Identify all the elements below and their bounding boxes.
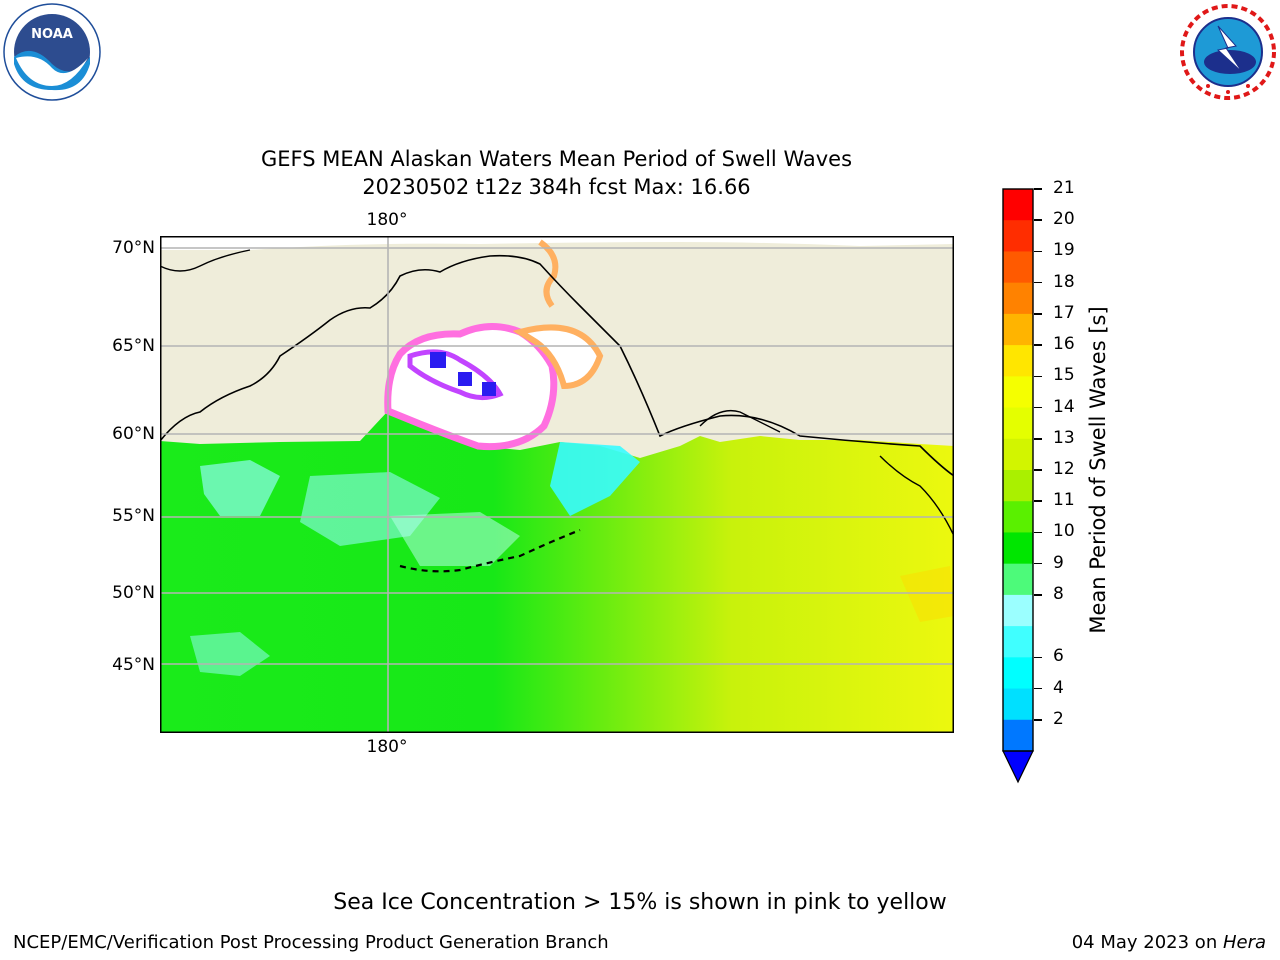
lon-label-bottom: 180° bbox=[366, 737, 408, 757]
colorbar-tick-label: 12 bbox=[1053, 459, 1075, 479]
colorbar-tick-mark bbox=[1034, 500, 1042, 502]
map-panel bbox=[159, 236, 955, 733]
lat-label-55: 55°N bbox=[112, 506, 155, 526]
colorbar-segment bbox=[1003, 251, 1033, 284]
colorbar-segment bbox=[1003, 594, 1033, 627]
footer-left: NCEP/EMC/Verification Post Processing Pr… bbox=[13, 932, 609, 953]
lat-label-70: 70°N bbox=[112, 238, 155, 258]
colorbar-segment bbox=[1003, 220, 1033, 252]
colorbar-tick-mark bbox=[1034, 375, 1042, 378]
colorbar-tick-mark bbox=[1034, 438, 1042, 440]
colorbar-tick-label: 18 bbox=[1053, 271, 1075, 292]
colorbar-under-triangle bbox=[1002, 750, 1034, 784]
svg-text:NOAA: NOAA bbox=[31, 27, 73, 42]
lat-label-45: 45°N bbox=[112, 655, 155, 675]
colorbar-tick-mark bbox=[1034, 562, 1042, 565]
colorbar-tick-mark bbox=[1034, 188, 1042, 190]
colorbar-tick-mark bbox=[1034, 531, 1042, 534]
colorbar-tick-label: 11 bbox=[1053, 490, 1075, 511]
graticule bbox=[160, 236, 954, 733]
colorbar-tick-label: 17 bbox=[1053, 302, 1075, 323]
colorbar-tick-label: 2 bbox=[1053, 708, 1064, 729]
footer-host: Hera bbox=[1222, 932, 1266, 953]
colorbar-label: Mean Period of Swell Waves [s] bbox=[1086, 306, 1110, 634]
lat-label-60: 60°N bbox=[112, 424, 155, 444]
colorbar-tick-mark bbox=[1034, 594, 1042, 596]
colorbar-segment bbox=[1003, 470, 1033, 502]
chart-title: GEFS MEAN Alaskan Waters Mean Period of … bbox=[260, 147, 853, 171]
noaa-logo: NOAA bbox=[2, 2, 102, 102]
colorbar-segment bbox=[1003, 563, 1033, 596]
colorbar-tick-mark bbox=[1034, 687, 1042, 690]
colorbar-canvas bbox=[1002, 188, 1034, 784]
colorbar-tick-mark bbox=[1034, 344, 1042, 346]
colorbar-tick-mark bbox=[1034, 406, 1042, 409]
colorbar-tick-mark bbox=[1034, 469, 1042, 471]
colorbar bbox=[1002, 188, 1034, 784]
colorbar-frame bbox=[1002, 188, 1034, 752]
colorbar-segment bbox=[1003, 282, 1033, 315]
colorbar-tick-label: 8 bbox=[1053, 583, 1064, 604]
colorbar-segment bbox=[1003, 532, 1033, 565]
colorbar-segment bbox=[1003, 719, 1033, 752]
lat-label-50: 50°N bbox=[112, 583, 155, 603]
colorbar-tick-mark bbox=[1034, 719, 1042, 721]
lat-label-65: 65°N bbox=[112, 336, 155, 356]
colorbar-tick-mark bbox=[1034, 250, 1042, 253]
colorbar-tick-label: 14 bbox=[1053, 396, 1075, 417]
nws-logo bbox=[1178, 2, 1278, 102]
colorbar-tick-mark bbox=[1034, 656, 1042, 659]
coastline bbox=[159, 236, 955, 478]
map-frame bbox=[160, 236, 954, 733]
colorbar-tick-label: 13 bbox=[1053, 427, 1075, 448]
colorbar-segment bbox=[1003, 657, 1033, 690]
colorbar-segment bbox=[1003, 438, 1033, 471]
colorbar-segment bbox=[1003, 376, 1033, 409]
colorbar-tick-label: 19 bbox=[1053, 240, 1075, 261]
colorbar-segment bbox=[1003, 313, 1033, 346]
footer-date: 04 May 2023 on bbox=[1071, 932, 1223, 953]
colorbar-tick-label: 10 bbox=[1053, 521, 1075, 542]
sea-ice-note: Sea Ice Concentration > 15% is shown in … bbox=[333, 890, 947, 915]
map-canvas bbox=[159, 236, 955, 733]
colorbar-tick-label: 9 bbox=[1053, 552, 1064, 573]
colorbar-segment bbox=[1003, 189, 1033, 221]
colorbar-tick-label: 4 bbox=[1053, 677, 1064, 698]
colorbar-tick-label: 20 bbox=[1053, 209, 1075, 230]
colorbar-segment bbox=[1003, 407, 1033, 440]
chart-subtitle: 20230502 t12z 384h fcst Max: 16.66 bbox=[362, 175, 751, 199]
colorbar-tick-mark bbox=[1034, 219, 1042, 221]
colorbar-segment bbox=[1003, 345, 1033, 377]
colorbar-segment bbox=[1003, 626, 1033, 658]
colorbar-tick-mark bbox=[1034, 313, 1042, 315]
colorbar-tick-label: 21 bbox=[1053, 178, 1075, 198]
colorbar-tick-label: 15 bbox=[1053, 365, 1075, 386]
colorbar-tick-label: 16 bbox=[1053, 334, 1075, 355]
footer-right: 04 May 2023 on Hera bbox=[1072, 932, 1266, 953]
lon-label-top: 180° bbox=[366, 210, 408, 230]
colorbar-tick-mark bbox=[1034, 281, 1042, 284]
colorbar-segment bbox=[1003, 501, 1033, 533]
colorbar-segment bbox=[1003, 688, 1033, 721]
colorbar-tick-label: 6 bbox=[1053, 646, 1064, 667]
